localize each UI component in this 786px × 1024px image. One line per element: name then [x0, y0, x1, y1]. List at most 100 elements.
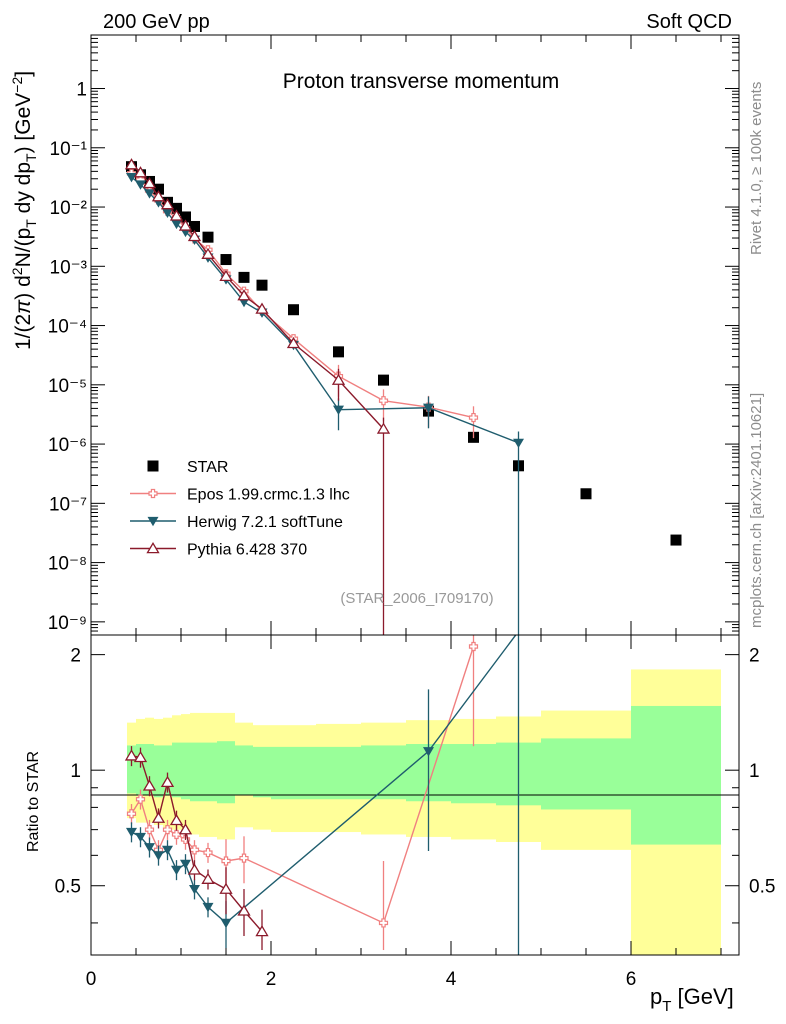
legend-label: Epos 1.99.crmc.1.3 lhc — [187, 487, 350, 504]
main-data-point — [202, 231, 214, 243]
ratio-data-point — [135, 832, 146, 843]
main-y-axis-label: 1/(2π) d2N/(pT dy dpT) [GeV−2] — [9, 71, 39, 350]
main-y-tick-label: 10⁻⁸ — [48, 554, 87, 575]
ratio-inner-band — [541, 738, 631, 810]
main-data-point — [468, 412, 479, 423]
main-data-point — [238, 271, 250, 283]
chart-title: Proton transverse momentum — [283, 70, 560, 93]
legend: STAR Epos 1.99.crmc.1.3 lhc Herwig 7.2.1 s… — [130, 459, 350, 559]
ratio-data-point — [153, 851, 164, 861]
main-data-point — [160, 198, 175, 210]
main-data-point — [153, 183, 164, 195]
ratio-y-tick-label-right: 1 — [749, 761, 760, 782]
main-data-point — [423, 403, 434, 413]
ratio-inner-band — [127, 745, 136, 794]
mcplots-label: mcplots.cern.ch [arXiv:2401.10621] — [748, 393, 765, 628]
ratio-data-point — [178, 823, 193, 835]
main-data-point — [126, 172, 137, 183]
main-data-point — [171, 202, 182, 214]
ratio-data-point — [142, 779, 157, 791]
x-tick-label: 0 — [86, 969, 97, 990]
ratio-y-tick-label-right: 0.5 — [749, 877, 775, 898]
ratio-inner-band — [361, 745, 406, 800]
main-data-point — [171, 219, 182, 230]
ratio-data-point — [378, 918, 389, 928]
ratio-data-point — [219, 882, 233, 894]
analysis-tag: (STAR_2006_I709170) — [340, 590, 493, 607]
x-tick-label: 6 — [626, 969, 637, 990]
ratio-data-point — [239, 853, 249, 863]
ratio-data-point — [237, 904, 251, 916]
ratio-y-tick-label-right: 2 — [749, 646, 760, 667]
main-data-point — [187, 229, 202, 242]
ratio-inner-band — [217, 741, 235, 804]
ratio-data-point — [201, 872, 215, 884]
main-data-point — [178, 219, 193, 231]
main-y-tick-label: 10⁻⁷ — [49, 494, 87, 515]
main-data-point — [256, 279, 268, 291]
main-y-tick-label: 10⁻¹ — [50, 139, 88, 160]
main-y-tick-label: 10⁻³ — [50, 257, 88, 278]
main-panel-data — [124, 158, 682, 635]
ratio-panel-axis-ticks: 0.5 0.5 1 1 2 2 0 2 4 6 — [55, 635, 775, 990]
ratio-data-point — [126, 809, 137, 819]
legend-marker — [147, 460, 159, 472]
legend-label: STAR — [187, 459, 228, 476]
ratio-y-tick-label: 2 — [70, 646, 81, 667]
ratio-data-point — [151, 811, 166, 823]
main-data-point — [169, 209, 184, 221]
main-data-point — [331, 373, 346, 385]
legend-marker — [148, 488, 158, 499]
ratio-data-point — [180, 859, 191, 870]
main-data-point — [378, 374, 389, 386]
ratio-data-point — [171, 829, 182, 840]
main-y-tick-label: 10⁻² — [50, 198, 88, 219]
main-data-point — [288, 304, 299, 316]
legend-label: Herwig 7.2.1 softTune — [187, 514, 343, 531]
main-data-point — [378, 396, 389, 406]
ratio-data-point — [144, 843, 155, 853]
ratio-data-point — [221, 856, 231, 866]
ratio-data-point — [203, 847, 213, 858]
main-data-point — [220, 254, 232, 266]
ratio-y-axis-label: Ratio to STAR — [25, 751, 42, 852]
ratio-inner-band — [181, 742, 190, 800]
main-panel-axis-ticks: 10⁻⁹ 10⁻⁸ 10⁻⁷ 10⁻⁶ 10⁻⁵ 10⁻⁴ 10⁻³ 10⁻² 10⁻¹ 1 — [48, 34, 739, 636]
main-data-point — [135, 180, 146, 190]
ratio-data-point — [255, 924, 269, 937]
ratio-data-point — [187, 863, 202, 875]
ratio-data-point — [189, 845, 200, 855]
main-data-point — [237, 289, 251, 301]
x-tick-label: 4 — [446, 969, 457, 990]
ratio-data-point — [189, 884, 200, 895]
ratio-inner-band — [136, 744, 145, 796]
header-category-label: Soft QCD — [646, 11, 732, 33]
ratio-inner-band — [163, 745, 172, 796]
main-data-point — [133, 166, 148, 178]
ratio-inner-band — [451, 744, 496, 804]
ratio-data-point — [202, 902, 214, 913]
ratio-inner-band — [145, 744, 154, 796]
ratio-inner-band — [316, 746, 361, 800]
ratio-inner-band — [235, 745, 253, 796]
main-data-point — [580, 488, 592, 500]
ratio-data-point — [160, 775, 175, 788]
main-data-point — [286, 336, 301, 349]
ratio-data-point — [162, 845, 173, 856]
ratio-data-point — [423, 747, 434, 757]
main-data-point — [162, 208, 173, 219]
main-data-point — [189, 220, 200, 232]
ratio-data-point — [124, 749, 139, 761]
main-data-point — [180, 211, 191, 223]
main-data-point — [151, 190, 166, 202]
ratio-data-point — [133, 750, 148, 763]
ratio-inner-band — [253, 746, 271, 798]
ratio-data-point — [135, 794, 146, 804]
main-data-point — [376, 422, 391, 434]
ratio-inner-band — [631, 705, 721, 845]
ratio-y-tick-label: 1 — [70, 761, 81, 782]
main-data-point — [513, 438, 524, 449]
main-data-point — [219, 269, 233, 281]
main-data-point — [255, 302, 269, 314]
